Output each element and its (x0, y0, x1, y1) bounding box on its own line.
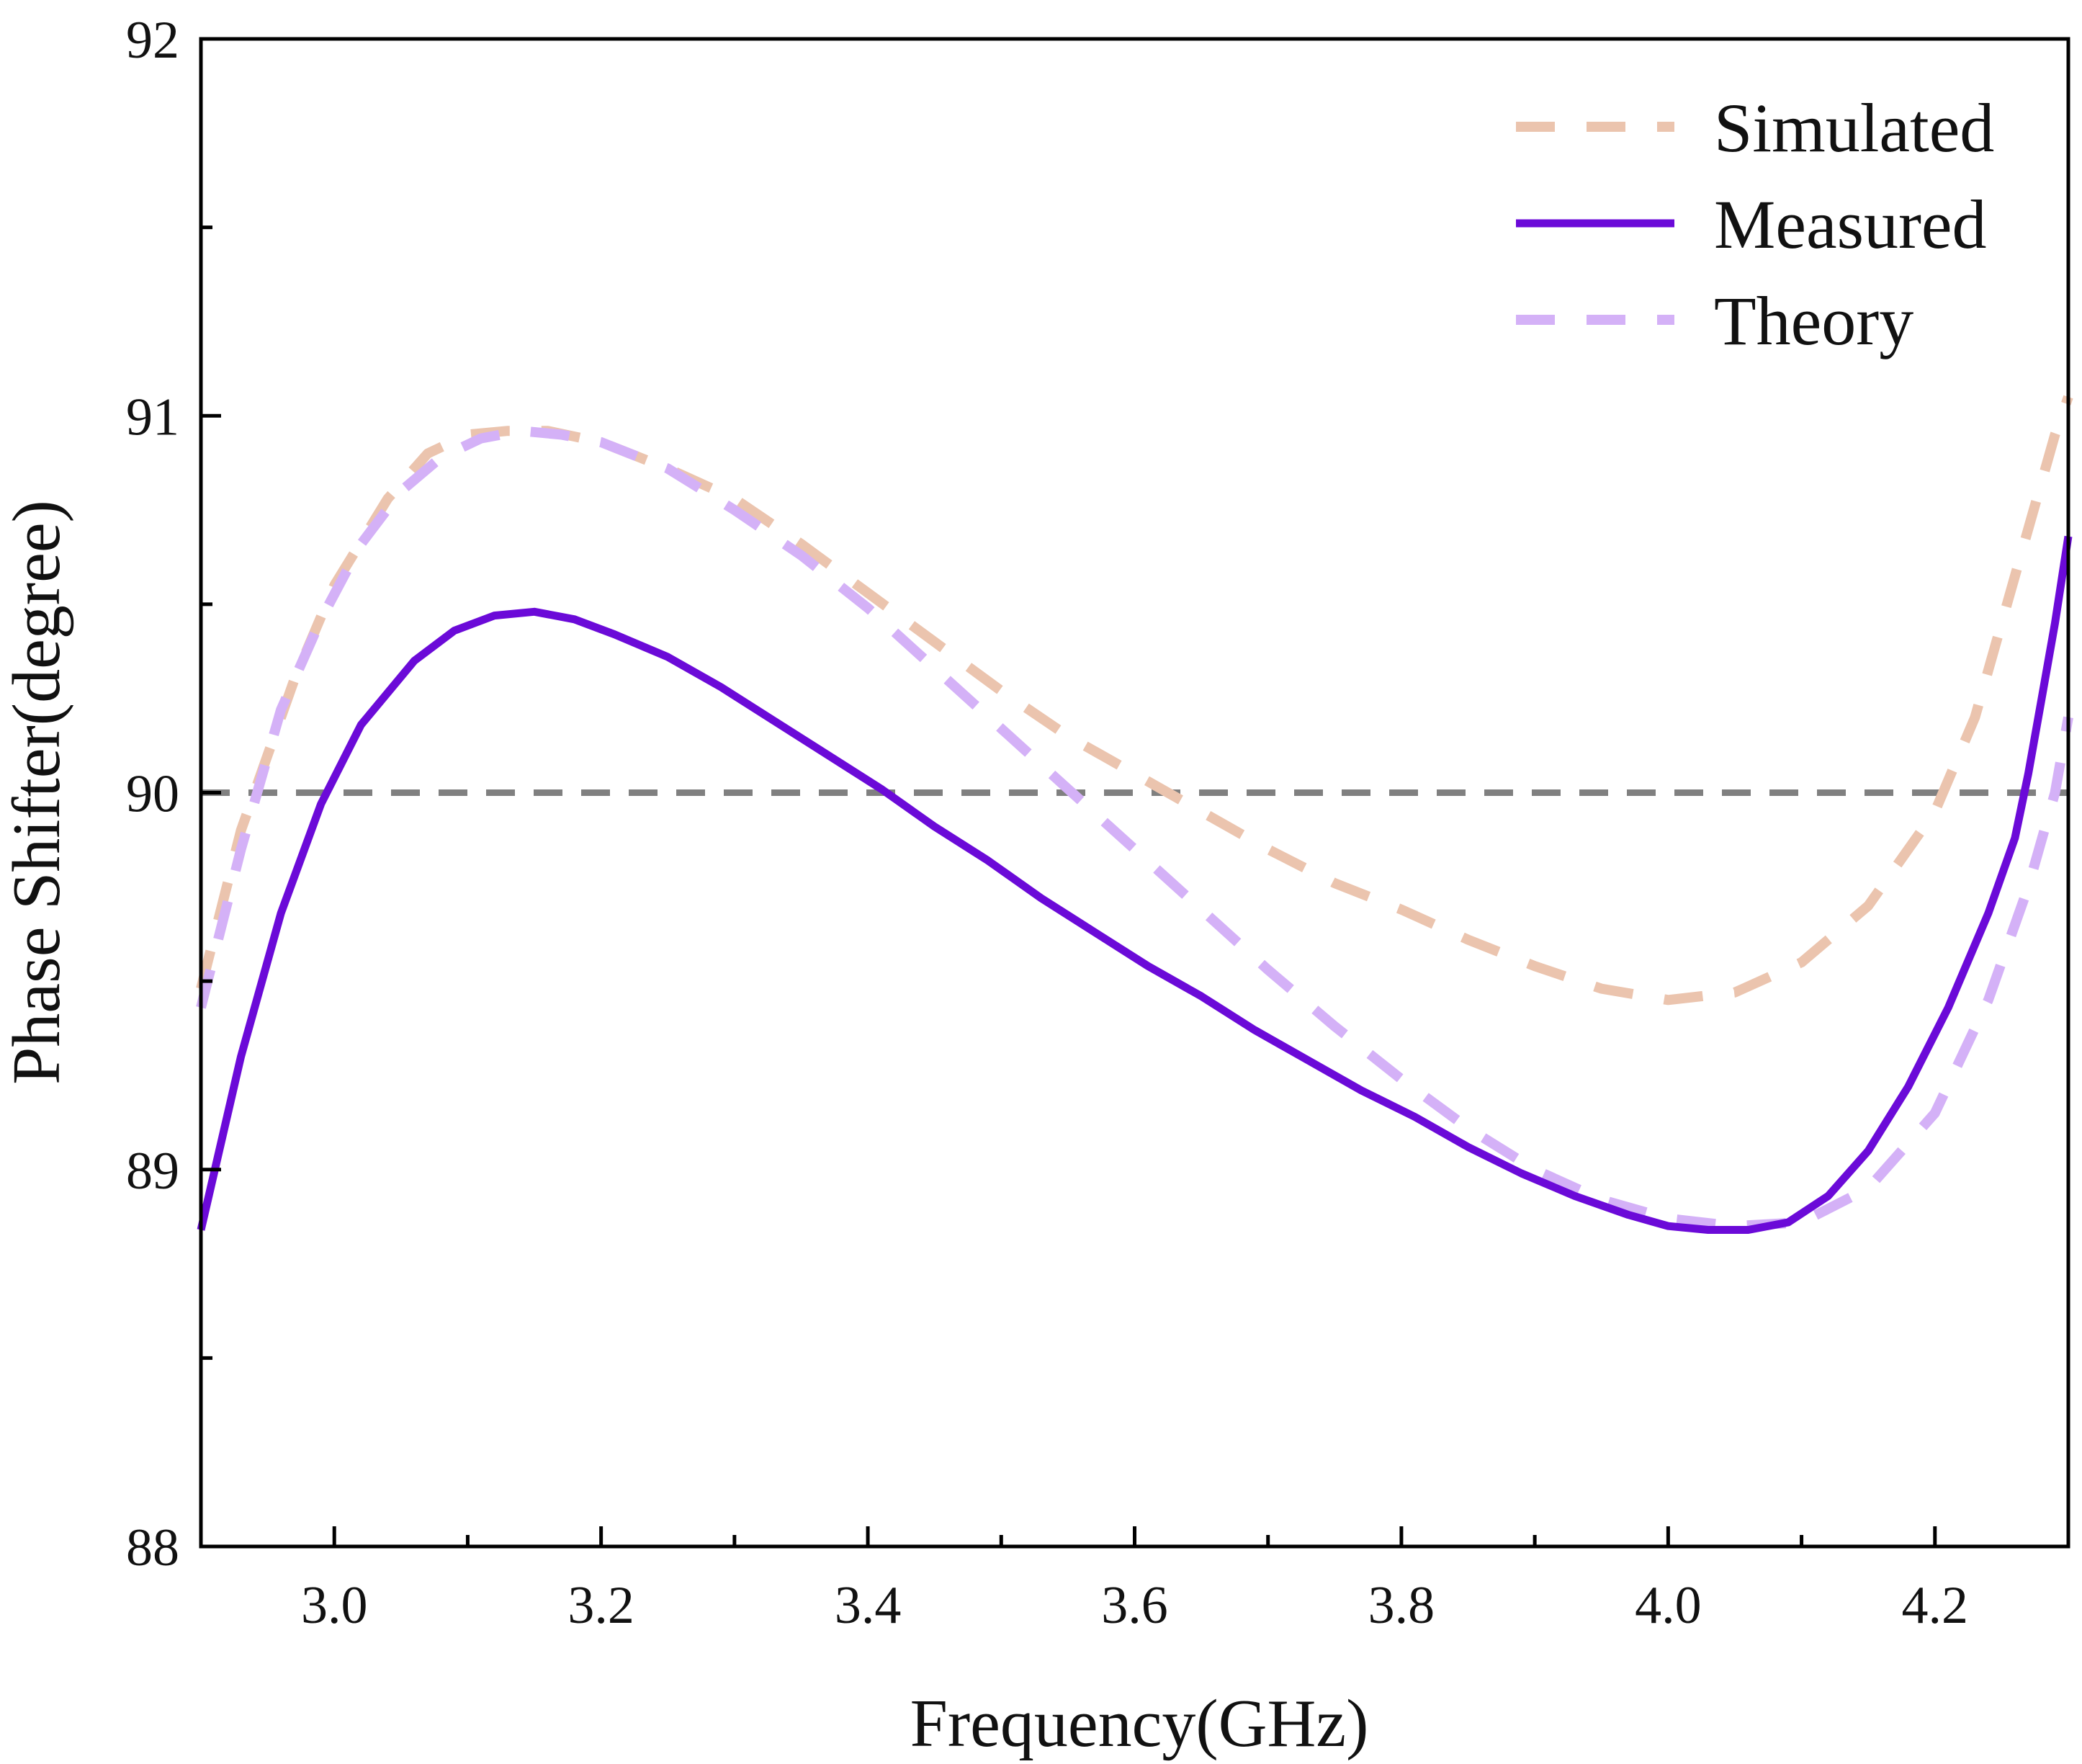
y-tick-label: 88 (126, 1518, 179, 1577)
y-tick-labels: 88 89 90 91 92 (126, 11, 179, 1577)
x-tick-labels: 3.0 3.2 3.4 3.6 3.8 4.0 4.2 (301, 1576, 1968, 1635)
x-tick-label: 3.0 (301, 1576, 368, 1635)
y-tick-label: 89 (126, 1142, 179, 1201)
x-tick-label: 3.2 (567, 1576, 634, 1635)
x-tick-label: 3.8 (1368, 1576, 1435, 1635)
x-tick-label: 3.4 (835, 1576, 902, 1635)
y-tick-label: 90 (126, 765, 179, 824)
tick-marks (201, 37, 1937, 1549)
x-tick-label: 4.2 (1902, 1576, 1969, 1635)
y-axis-title: Phase Shifter(degree) (0, 500, 74, 1085)
legend-label-measured: Measured (1714, 186, 1987, 263)
legend-label-theory: Theory (1714, 282, 1913, 359)
series-line-measured (197, 535, 2073, 1234)
x-axis-title: Frequency(GHz) (910, 1686, 1369, 1761)
y-tick-label: 92 (126, 11, 179, 70)
legend: Simulated Measured Theory (1516, 89, 1994, 359)
series-line-theory (196, 426, 2073, 1232)
x-tick-label: 4.0 (1635, 1576, 1702, 1635)
y-tick-label: 91 (126, 388, 179, 447)
legend-label-simulated: Simulated (1714, 89, 1994, 166)
x-tick-label: 3.6 (1101, 1576, 1168, 1635)
series-layer (196, 395, 2073, 1234)
